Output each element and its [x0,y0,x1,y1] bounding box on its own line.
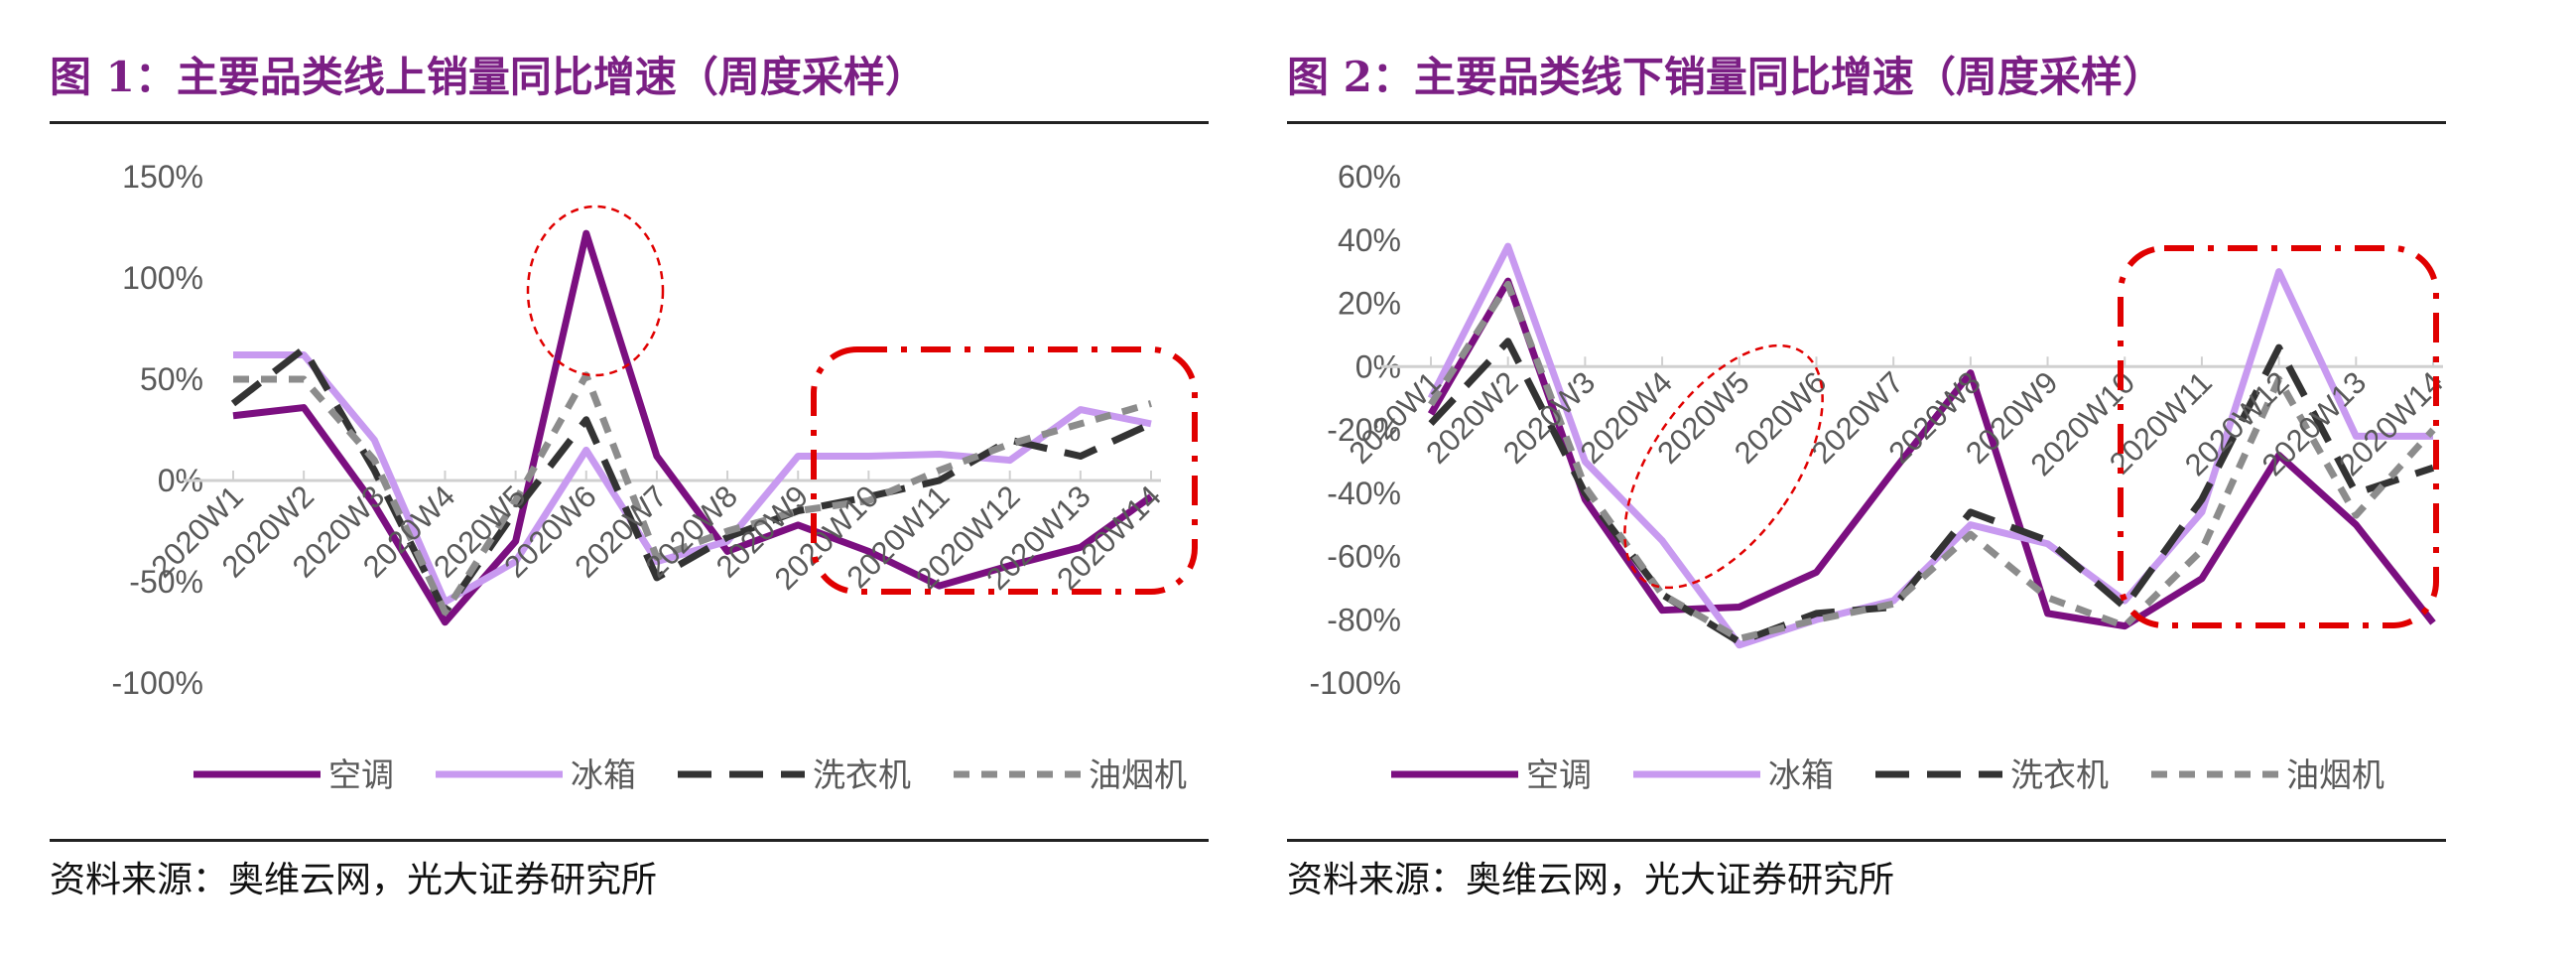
highlight-annotation [811,346,1198,595]
series-line-油烟机 [1428,280,2436,642]
y-tick-label: 50% [140,361,203,397]
y-tick-label: 40% [1338,222,1401,258]
y-tick-label: -40% [1327,476,1401,511]
series-line-洗衣机 [1428,338,2435,646]
y-tick-label: 20% [1338,286,1401,322]
highlight-annotation [526,205,665,377]
line-chart-offline: 60%40%20%0%-20%-40%-60%-80%-100%2020W120… [1310,159,2450,794]
y-tick-label: 150% [122,159,203,195]
series-line-冰箱 [233,351,1152,606]
title-rule [50,121,1209,124]
y-tick-label: -100% [1310,665,1402,701]
series-line-油烟机 [233,371,1152,616]
legend-label: 油烟机 [1089,755,1187,794]
highlight-annotation [2118,245,2439,628]
highlight-annotation [1623,343,1824,590]
legend-label: 洗衣机 [2010,755,2109,794]
source-rule [1287,839,2446,842]
series-line-冰箱 [1427,242,2433,649]
y-tick-label: -60% [1327,539,1401,575]
legend-label: 空调 [328,755,394,794]
source-note: 资料来源：奥维云网，光大证券研究所 [50,860,658,900]
y-tick-label: -50% [129,564,203,600]
title-rule [1287,121,2446,124]
source-note: 资料来源：奥维云网，光大证券研究所 [1287,860,1895,900]
figure-2: 图 2：主要品类线下销量同比增速（周度采样） 60% 40% 20% 0% -20% -4… [1287,0,2503,959]
series-line-空调 [232,229,1154,626]
y-tick-label: -100% [112,665,204,701]
legend-label: 洗衣机 [813,755,911,794]
y-tick-label: -20% [1327,412,1401,448]
legend-label: 冰箱 [571,755,636,794]
source-rule [50,839,1209,842]
y-tick-label: -80% [1327,602,1401,637]
legend-label: 冰箱 [1768,755,1834,794]
figure-1: 图 1：主要品类线上销量同比增速（周度采样） 150% 100% 50% 0% -50%… [50,0,1265,959]
legend-label: 空调 [1526,755,1592,794]
legend-label: 油烟机 [2286,755,2384,794]
y-tick-label: 100% [122,260,203,296]
figure-title: 图 2：主要品类线下销量同比增速（周度采样） [1287,53,2164,101]
line-chart-online: 150%100%50%0%-50%-100%2020W12020W22020W3… [112,159,1198,794]
figure-title: 图 1：主要品类线上销量同比增速（周度采样） [50,53,927,101]
series-line-空调 [1427,277,2436,630]
y-tick-label: 60% [1338,159,1401,195]
